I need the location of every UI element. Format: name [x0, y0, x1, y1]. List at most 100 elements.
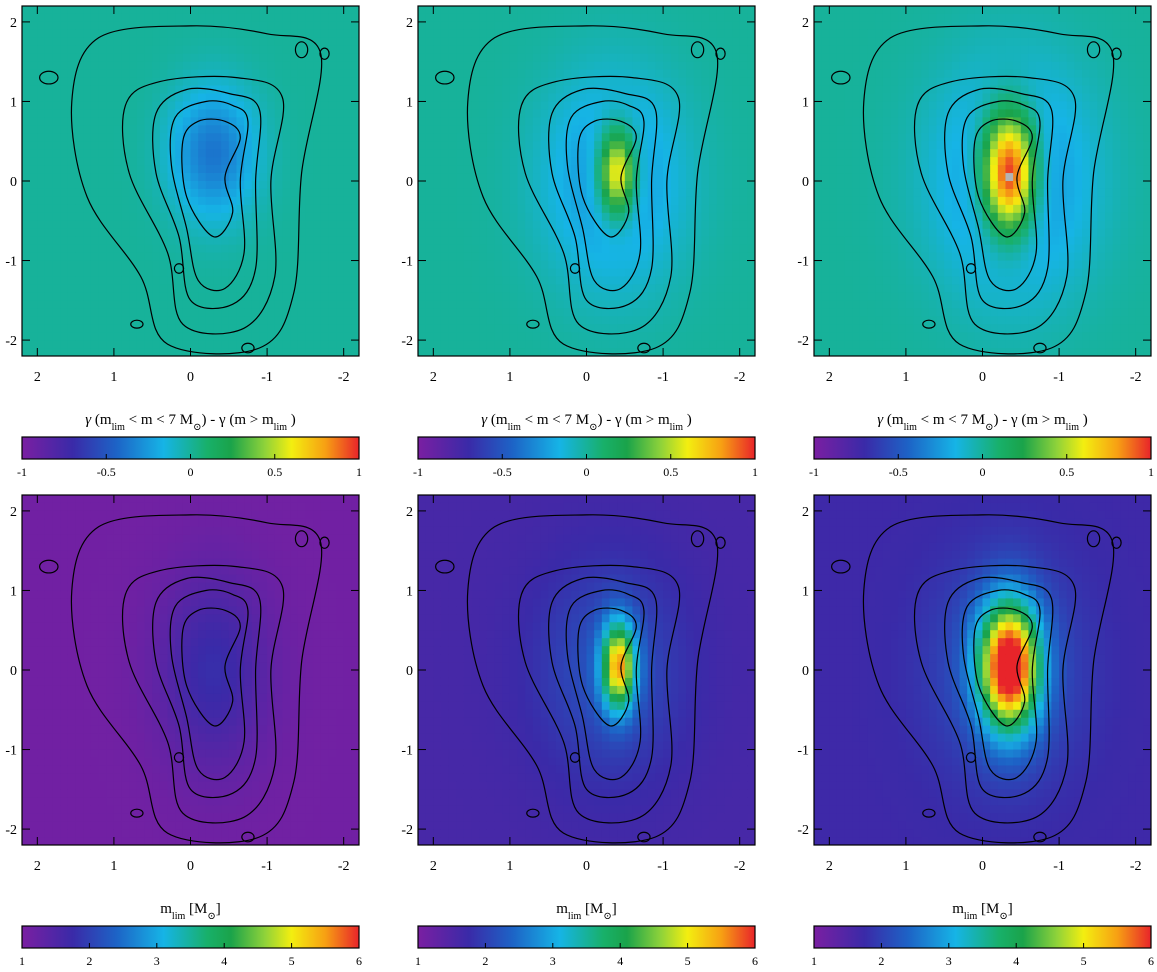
heatmap-cell	[716, 157, 725, 166]
heatmap-cell	[144, 141, 153, 150]
heatmap-cell	[540, 316, 549, 325]
heatmap-cell	[44, 292, 54, 301]
heatmap-cell	[274, 29, 284, 39]
heatmap-cell	[732, 157, 741, 166]
heatmap-cell	[821, 292, 830, 301]
heatmap-cell	[563, 141, 572, 150]
heatmap-cell	[509, 69, 519, 79]
heatmap-cell	[936, 220, 945, 230]
heatmap-cell	[701, 173, 710, 182]
heatmap-cell	[190, 37, 199, 47]
heatmap-cell	[882, 236, 892, 246]
heatmap-cell	[617, 69, 626, 79]
heatmap-cell	[890, 149, 899, 158]
heatmap-cell	[875, 45, 884, 55]
heatmap-cell	[305, 6, 314, 15]
heatmap-cell	[67, 69, 77, 79]
heatmap-cell	[867, 244, 876, 254]
heatmap-cell	[336, 244, 345, 254]
heatmap-cell	[747, 244, 755, 254]
heatmap-cell	[479, 21, 488, 31]
heatmap-cell	[928, 308, 938, 317]
heatmap-cell	[548, 308, 557, 317]
heatmap-cell	[159, 141, 169, 150]
heatmap-cell	[882, 173, 892, 182]
heatmap-cell	[747, 204, 755, 214]
heatmap-cell	[974, 220, 984, 230]
heatmap-cell	[456, 316, 465, 325]
heatmap-cell	[882, 188, 892, 198]
heatmap-cell	[113, 21, 123, 31]
heatmap-cell	[144, 220, 153, 230]
heatmap-cell	[52, 340, 61, 349]
heatmap-cell	[106, 133, 115, 142]
heatmap-cell	[425, 6, 434, 15]
heatmap-cell	[456, 13, 465, 23]
heatmap-cell	[525, 13, 534, 23]
heatmap-cell	[502, 268, 511, 278]
heatmap-cell	[982, 284, 991, 293]
heatmap-cell	[228, 292, 238, 301]
heatmap-cell	[905, 21, 915, 31]
heatmap-cell	[624, 340, 634, 349]
heatmap-cell	[60, 188, 69, 198]
heatmap-cell	[83, 77, 92, 87]
heatmap-cell	[152, 236, 161, 246]
heatmap-cell	[990, 6, 999, 15]
heatmap-cell	[670, 284, 680, 293]
heatmap-cell	[701, 6, 710, 15]
heatmap-cell	[959, 276, 968, 285]
heatmap-cell	[440, 244, 450, 254]
heatmap-cell	[594, 149, 603, 158]
heatmap-cell	[456, 252, 465, 262]
heatmap-cell	[175, 220, 184, 230]
heatmap-cell	[724, 252, 733, 262]
heatmap-cell	[236, 77, 245, 87]
heatmap-cell	[655, 260, 664, 270]
heatmap-cell	[351, 93, 359, 103]
heatmap-cell	[244, 45, 253, 55]
heatmap-cell	[882, 292, 892, 301]
heatmap-cell	[609, 85, 618, 95]
heatmap-cell	[624, 236, 634, 246]
heatmap-cell	[829, 348, 838, 356]
heatmap-cell	[882, 228, 892, 238]
heatmap-cell	[640, 228, 649, 238]
heatmap-cell	[129, 61, 138, 71]
heatmap-cell	[967, 308, 976, 317]
contours	[435, 25, 726, 355]
heatmap-cell	[136, 117, 146, 126]
contour-island	[39, 70, 59, 85]
heatmap-cell	[479, 77, 488, 87]
heatmap-cell	[175, 109, 184, 118]
heatmap-cell	[517, 45, 526, 55]
heatmap-cell	[167, 69, 176, 79]
heatmap-cell	[586, 133, 595, 142]
heatmap-cell	[555, 117, 565, 126]
heatmap-cell	[98, 188, 107, 198]
heatmap-cell	[821, 149, 830, 158]
heatmap-cell	[37, 284, 46, 293]
heatmap-cell	[686, 276, 695, 285]
heatmap-cell	[624, 268, 634, 278]
heatmap-cell	[821, 212, 830, 222]
heatmap-cell	[686, 292, 695, 301]
heatmap-cell	[814, 101, 823, 110]
heatmap-cell	[22, 244, 31, 254]
heatmap-cell	[67, 13, 77, 23]
heatmap-cell	[686, 204, 695, 214]
heatmap-cell	[936, 188, 945, 198]
heatmap-cell	[678, 53, 687, 63]
heatmap-cell	[236, 141, 245, 150]
heatmap-cell	[716, 6, 725, 15]
heatmap-cell	[313, 276, 322, 285]
heatmap-cell	[343, 276, 352, 285]
heatmap-cell	[144, 53, 153, 63]
contour-line	[517, 75, 681, 335]
heatmap-cell	[486, 220, 496, 230]
heatmap-cell	[471, 101, 480, 110]
heatmap-cell	[221, 13, 230, 23]
heatmap-cell	[113, 165, 123, 174]
heatmap-cell	[701, 188, 710, 198]
heatmap-cell	[921, 276, 930, 285]
